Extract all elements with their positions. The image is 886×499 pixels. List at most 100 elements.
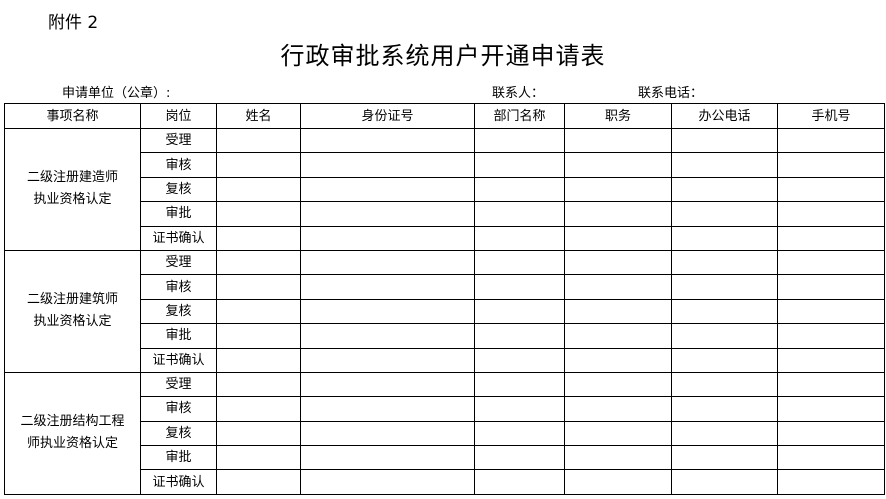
name-field[interactable] <box>216 274 301 300</box>
name-field[interactable] <box>216 249 301 276</box>
id-number-field[interactable] <box>300 347 475 373</box>
contact-phone-label: 联系电话： <box>638 86 704 101</box>
job-title-field[interactable] <box>564 298 672 325</box>
department-field[interactable] <box>474 469 565 495</box>
name-field[interactable] <box>216 323 301 349</box>
name-field[interactable] <box>216 347 301 373</box>
office-phone-field[interactable] <box>671 225 778 251</box>
mobile-field[interactable] <box>777 298 885 325</box>
mobile-field[interactable] <box>777 225 885 251</box>
office-phone-field[interactable] <box>671 396 778 422</box>
department-field[interactable] <box>474 152 565 178</box>
department-field[interactable] <box>474 176 565 203</box>
department-field[interactable] <box>474 225 565 251</box>
name-field[interactable] <box>216 152 301 178</box>
mobile-field[interactable] <box>777 274 885 300</box>
name-field[interactable] <box>216 298 301 325</box>
department-field[interactable] <box>474 298 565 325</box>
position-cell: 受理 <box>140 249 217 276</box>
id-number-field[interactable] <box>300 176 475 203</box>
job-title-field[interactable] <box>564 127 672 154</box>
name-field[interactable] <box>216 371 301 398</box>
mobile-field[interactable] <box>777 371 885 398</box>
department-field[interactable] <box>474 396 565 422</box>
id-number-field[interactable] <box>300 420 475 447</box>
name-field[interactable] <box>216 176 301 203</box>
name-field[interactable] <box>216 396 301 422</box>
job-title-field[interactable] <box>564 152 672 178</box>
job-title-field[interactable] <box>564 201 672 227</box>
mobile-field[interactable] <box>777 176 885 203</box>
job-title-field[interactable] <box>564 176 672 203</box>
job-title-field[interactable] <box>564 274 672 300</box>
office-phone-field[interactable] <box>671 469 778 495</box>
id-number-field[interactable] <box>300 127 475 154</box>
id-number-field[interactable] <box>300 201 475 227</box>
item-name-line: 二级注册结构工程 <box>20 414 125 430</box>
department-field[interactable] <box>474 201 565 227</box>
name-field[interactable] <box>216 445 301 471</box>
department-field[interactable] <box>474 445 565 471</box>
department-field[interactable] <box>474 274 565 300</box>
mobile-field[interactable] <box>777 323 885 349</box>
office-phone-field[interactable] <box>671 201 778 227</box>
mobile-field[interactable] <box>777 201 885 227</box>
department-field[interactable] <box>474 249 565 276</box>
table-row: 审批 <box>5 445 885 471</box>
id-number-field[interactable] <box>300 469 475 495</box>
name-field[interactable] <box>216 201 301 227</box>
office-phone-field[interactable] <box>671 347 778 373</box>
department-field[interactable] <box>474 347 565 373</box>
office-phone-field[interactable] <box>671 249 778 276</box>
job-title-field[interactable] <box>564 225 672 251</box>
mobile-field[interactable] <box>777 445 885 471</box>
mobile-field[interactable] <box>777 469 885 495</box>
id-number-field[interactable] <box>300 371 475 398</box>
job-title-field[interactable] <box>564 323 672 349</box>
office-phone-field[interactable] <box>671 274 778 300</box>
department-field[interactable] <box>474 420 565 447</box>
mobile-field[interactable] <box>777 249 885 276</box>
office-phone-field[interactable] <box>671 152 778 178</box>
id-number-field[interactable] <box>300 274 475 300</box>
job-title-field[interactable] <box>564 445 672 471</box>
mobile-field[interactable] <box>777 152 885 178</box>
id-number-field[interactable] <box>300 445 475 471</box>
name-field[interactable] <box>216 127 301 154</box>
id-number-field[interactable] <box>300 298 475 325</box>
department-field[interactable] <box>474 127 565 154</box>
office-phone-field[interactable] <box>671 127 778 154</box>
office-phone-field[interactable] <box>671 420 778 447</box>
office-phone-field[interactable] <box>671 298 778 325</box>
id-number-field[interactable] <box>300 225 475 251</box>
name-field[interactable] <box>216 469 301 495</box>
mobile-field[interactable] <box>777 347 885 373</box>
position-cell: 审批 <box>140 201 217 227</box>
header-item-name: 事项名称 <box>4 103 141 129</box>
office-phone-field[interactable] <box>671 445 778 471</box>
item-name-line: 执业资格认定 <box>33 314 112 330</box>
id-number-field[interactable] <box>300 396 475 422</box>
id-number-field[interactable] <box>300 323 475 349</box>
department-field[interactable] <box>474 323 565 349</box>
name-field[interactable] <box>216 420 301 447</box>
office-phone-field[interactable] <box>671 323 778 349</box>
name-field[interactable] <box>216 225 301 251</box>
office-phone-field[interactable] <box>671 176 778 203</box>
job-title-field[interactable] <box>564 469 672 495</box>
department-field[interactable] <box>474 371 565 398</box>
job-title-field[interactable] <box>564 420 672 447</box>
office-phone-field[interactable] <box>671 371 778 398</box>
job-title-field[interactable] <box>564 371 672 398</box>
mobile-field[interactable] <box>777 420 885 447</box>
job-title-field[interactable] <box>564 396 672 422</box>
job-title-field[interactable] <box>564 249 672 276</box>
id-number-field[interactable] <box>300 249 475 276</box>
table-row: 证书确认 <box>5 347 885 373</box>
mobile-field[interactable] <box>777 396 885 422</box>
id-number-field[interactable] <box>300 152 475 178</box>
attachment-label: 附件 2 <box>48 13 99 33</box>
mobile-field[interactable] <box>777 127 885 154</box>
item-name-cell: 二级注册建筑师 执业资格认定 <box>4 249 141 373</box>
job-title-field[interactable] <box>564 347 672 373</box>
